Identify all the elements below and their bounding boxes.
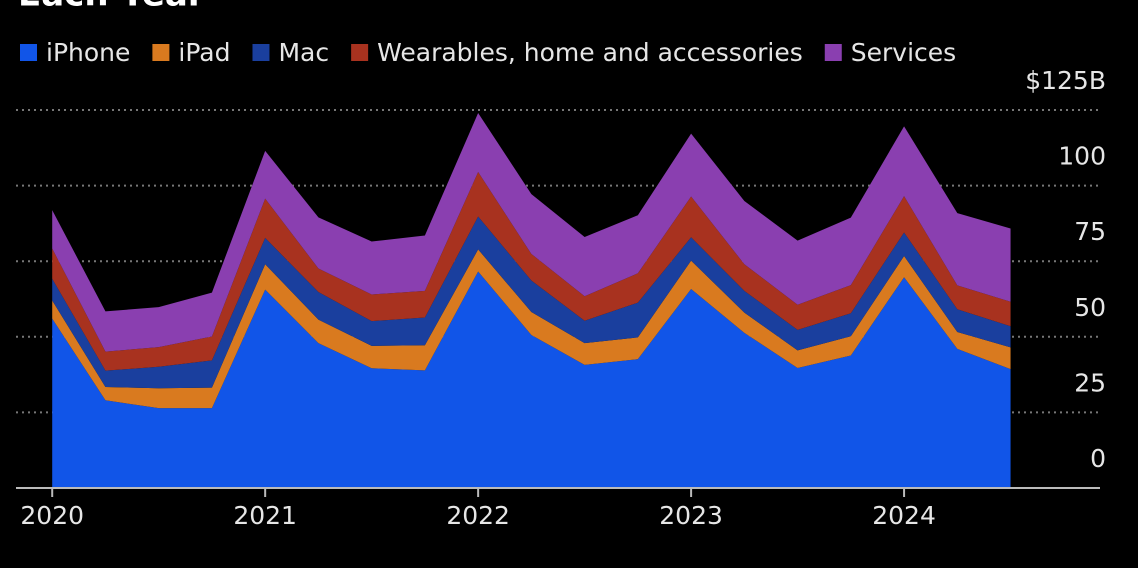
legend-label: iPad — [178, 38, 230, 67]
area — [52, 249, 1011, 409]
y-tick-label: 75 — [1074, 217, 1106, 246]
legend-swatch — [252, 44, 270, 61]
legend-swatch — [824, 44, 842, 61]
legend-swatch — [20, 44, 37, 61]
x-tick-label: 2023 — [659, 501, 723, 530]
y-tick-label: 25 — [1074, 368, 1106, 397]
legend-label: Mac — [278, 38, 329, 67]
y-tick-label: 50 — [1074, 293, 1106, 322]
legend-swatch — [351, 44, 369, 61]
area — [52, 216, 1011, 389]
chart-title: Each Year — [18, 0, 205, 15]
x-tick-label: 2021 — [233, 501, 297, 530]
legend-swatch — [152, 44, 170, 61]
area — [52, 113, 1011, 352]
x-tick-label: 2024 — [872, 501, 936, 530]
y-tick-label: 100 — [1058, 142, 1106, 171]
x-tick-label: 2020 — [20, 501, 84, 530]
legend-label: Wearables, home and accessories — [377, 38, 803, 67]
area — [52, 171, 1011, 371]
legend-label: iPhone — [46, 38, 130, 67]
legend-label: Services — [851, 38, 956, 67]
y-tick-label: 0 — [1090, 444, 1106, 473]
y-tick-label: $125B — [1025, 66, 1106, 95]
x-tick-label: 2022 — [446, 501, 510, 530]
area — [52, 271, 1011, 488]
